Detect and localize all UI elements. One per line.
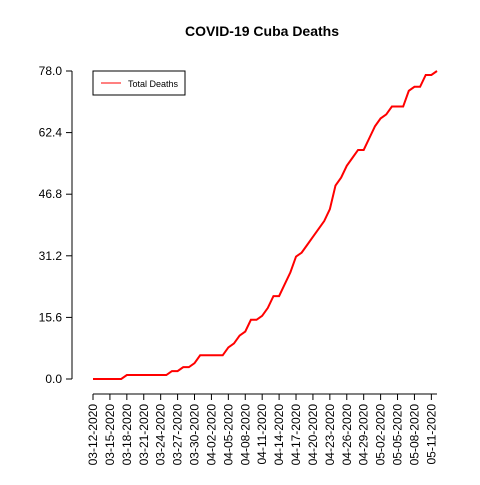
x-tick-label: 03-18-2020 bbox=[120, 404, 134, 466]
y-tick-label: 15.6 bbox=[39, 310, 63, 324]
x-tick-label: 05-11-2020 bbox=[424, 404, 438, 465]
y-tick-label: 78.0 bbox=[39, 64, 63, 78]
x-tick-label: 03-21-2020 bbox=[137, 404, 151, 466]
x-tick-label: 04-29-2020 bbox=[357, 404, 371, 466]
x-tick-label: 04-23-2020 bbox=[323, 404, 337, 466]
x-tick-label: 03-30-2020 bbox=[188, 404, 202, 466]
chart-title: COVID-19 Cuba Deaths bbox=[185, 23, 339, 39]
x-tick-label: 04-20-2020 bbox=[306, 404, 320, 466]
x-tick-label: 03-27-2020 bbox=[171, 404, 185, 466]
x-tick-label: 04-14-2020 bbox=[272, 404, 286, 466]
x-tick-label: 05-05-2020 bbox=[391, 404, 405, 466]
line bbox=[93, 70, 438, 380]
y-tick-label: 46.8 bbox=[39, 187, 63, 201]
y-tick-label: 62.4 bbox=[39, 126, 63, 140]
x-tick-label: 03-24-2020 bbox=[154, 404, 168, 466]
x-tick-label: 03-15-2020 bbox=[103, 404, 117, 466]
x-tick-label: 04-17-2020 bbox=[289, 404, 303, 466]
x-tick-label: 04-02-2020 bbox=[204, 404, 218, 466]
x-tick-label: 03-12-2020 bbox=[86, 404, 100, 466]
x-tick-label: 04-05-2020 bbox=[221, 404, 235, 466]
y-tick-label: 31.2 bbox=[39, 249, 63, 263]
x-tick-label: 05-08-2020 bbox=[407, 404, 421, 466]
legend: Total Deaths bbox=[92, 70, 186, 96]
x-tick-label: 05-02-2020 bbox=[374, 404, 388, 466]
x-tick-label: 04-11-2020 bbox=[255, 404, 269, 465]
x-tick-label: 04-08-2020 bbox=[238, 404, 252, 466]
y-tick-label: 0.0 bbox=[45, 372, 62, 386]
legend-label: Total Deaths bbox=[128, 79, 179, 89]
x-tick-label: 04-26-2020 bbox=[340, 404, 354, 466]
